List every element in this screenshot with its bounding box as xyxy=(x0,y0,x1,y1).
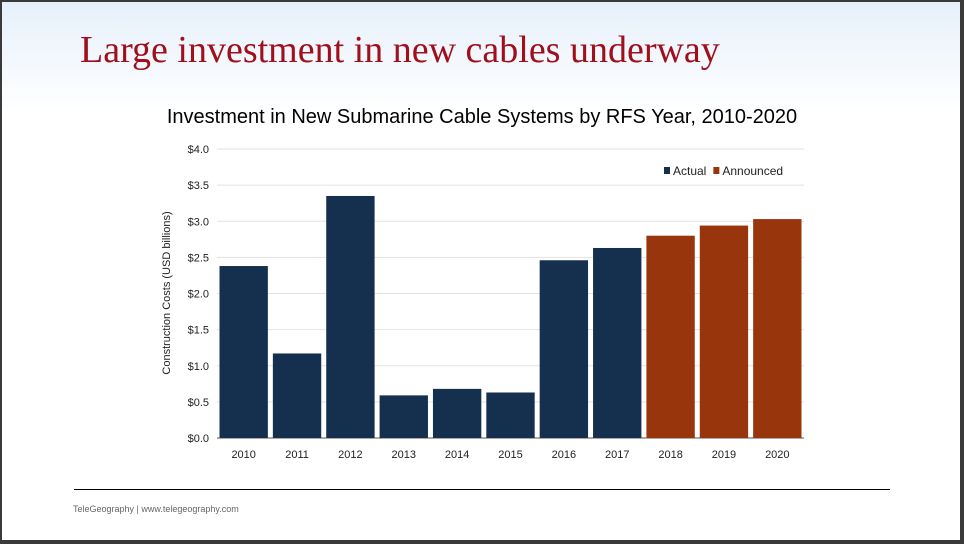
x-tick-label: 2015 xyxy=(498,449,522,461)
y-tick-label: $0.0 xyxy=(188,433,209,445)
bar-2019 xyxy=(699,225,749,438)
y-tick-label: $1.5 xyxy=(188,325,209,337)
footer-divider xyxy=(74,489,890,490)
x-tick-label: 2018 xyxy=(658,449,682,461)
chart-title: Investment in New Submarine Cable System… xyxy=(166,106,798,128)
bar-2020 xyxy=(753,219,802,438)
bar-2018 xyxy=(646,235,695,438)
y-tick-label: $1.0 xyxy=(188,361,209,373)
legend-label-actual: Actual xyxy=(673,164,706,178)
slide-title: Large investment in new cables underway xyxy=(80,29,720,71)
x-tick-label: 2017 xyxy=(605,449,629,461)
legend-swatch-announced xyxy=(713,167,720,174)
x-tick-label: 2014 xyxy=(445,449,469,461)
x-tick-label: 2013 xyxy=(392,449,416,461)
bar-2014 xyxy=(432,388,482,438)
x-tick-label: 2016 xyxy=(552,449,576,461)
bar-2010 xyxy=(219,266,268,438)
x-tick-label: 2011 xyxy=(285,449,309,461)
bar-2017 xyxy=(593,247,642,438)
bar-2013 xyxy=(379,395,428,438)
y-tick-label: $2.0 xyxy=(188,289,209,301)
x-tick-label: 2012 xyxy=(338,449,362,461)
bar-2011 xyxy=(272,353,322,438)
footer-text: TeleGeography | www.telegeography.com xyxy=(73,504,239,514)
y-tick-label: $4.0 xyxy=(188,144,209,156)
x-tick-label: 2010 xyxy=(231,449,255,461)
bar-2015 xyxy=(486,392,535,438)
x-tick-label: 2019 xyxy=(712,449,736,461)
y-tick-label: $2.5 xyxy=(188,252,209,264)
y-tick-label: $3.0 xyxy=(188,216,209,228)
bar-2016 xyxy=(539,260,589,438)
legend-label-announced: Announced xyxy=(722,164,783,178)
bar-2012 xyxy=(326,195,375,438)
legend-swatch-actual xyxy=(664,167,670,174)
y-tick-label: $0.5 xyxy=(188,397,209,409)
y-tick-label: $3.5 xyxy=(188,180,209,192)
x-tick-label: 2020 xyxy=(765,449,789,461)
y-axis-label: Construction Costs (USD billions) xyxy=(161,211,173,374)
